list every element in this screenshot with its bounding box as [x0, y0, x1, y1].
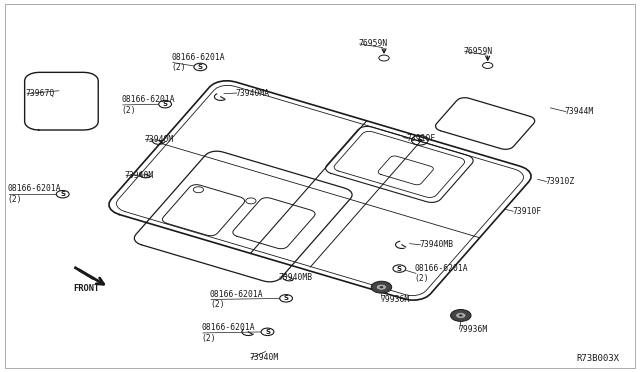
Text: 73967Q: 73967Q [26, 89, 55, 98]
Text: 08166-6201A
(2): 08166-6201A (2) [210, 290, 264, 309]
Text: 08166-6201A
(2): 08166-6201A (2) [122, 95, 175, 115]
Circle shape [371, 281, 392, 293]
Text: 73940M: 73940M [125, 171, 154, 180]
Text: 08166-6201A
(2): 08166-6201A (2) [172, 53, 225, 72]
Text: 73940MA: 73940MA [236, 89, 269, 97]
Text: S: S [198, 64, 203, 70]
Text: 76959N: 76959N [358, 39, 388, 48]
Text: FRONT: FRONT [74, 284, 100, 293]
Circle shape [380, 286, 383, 288]
Text: 76959N: 76959N [463, 47, 493, 56]
Text: 79936M: 79936M [381, 295, 410, 304]
Text: 79936M: 79936M [458, 325, 488, 334]
Text: 08166-6201A
(2): 08166-6201A (2) [8, 185, 61, 204]
Text: S: S [284, 295, 289, 301]
Text: R73B003X: R73B003X [577, 354, 620, 363]
Circle shape [456, 312, 466, 318]
Circle shape [459, 314, 463, 317]
Circle shape [159, 100, 172, 108]
Circle shape [417, 139, 422, 142]
Text: 73940MB: 73940MB [278, 273, 312, 282]
Circle shape [194, 63, 207, 71]
Text: 08166-6201A
(2): 08166-6201A (2) [202, 323, 255, 343]
Text: 73910F: 73910F [512, 207, 541, 216]
Text: 73940M: 73940M [250, 353, 279, 362]
Text: 73944M: 73944M [564, 107, 594, 116]
Text: S: S [60, 191, 65, 197]
Circle shape [261, 328, 274, 336]
Circle shape [376, 284, 387, 290]
Text: 73940M: 73940M [144, 135, 173, 144]
Circle shape [451, 310, 471, 321]
Text: S: S [397, 266, 402, 272]
Circle shape [280, 295, 292, 302]
Text: 73910F: 73910F [406, 134, 436, 143]
Text: 08166-6201A
(2): 08166-6201A (2) [415, 264, 468, 283]
Text: S: S [163, 101, 168, 107]
Circle shape [56, 190, 69, 198]
Circle shape [393, 265, 406, 272]
Text: 73940MB: 73940MB [419, 240, 453, 249]
Text: S: S [265, 329, 270, 335]
Text: 73910Z: 73910Z [545, 177, 575, 186]
